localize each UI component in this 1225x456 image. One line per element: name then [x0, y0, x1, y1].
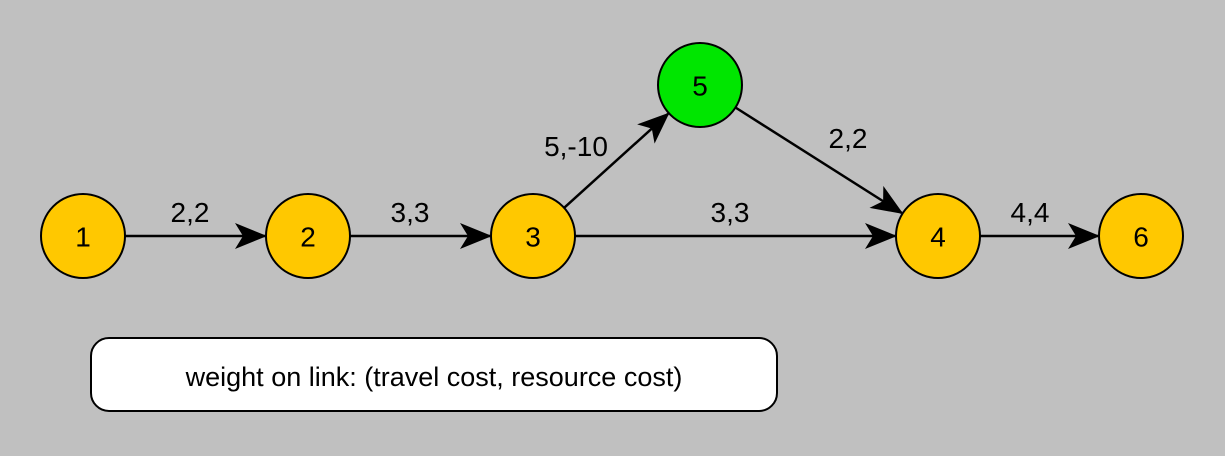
node-circle-2	[265, 193, 351, 279]
node-label-2: 2	[300, 222, 316, 253]
node-2: 2	[265, 193, 351, 279]
legend-box	[90, 337, 778, 412]
edge-label-3-5: 5,-10	[544, 131, 608, 162]
node-6: 6	[1098, 193, 1184, 279]
edge-label-2-3: 3,3	[391, 197, 430, 228]
legend: weight on link: (travel cost, resource c…	[90, 337, 778, 412]
node-circle-6	[1098, 193, 1184, 279]
edge-label-4-6: 4,4	[1011, 197, 1050, 228]
node-circle-3	[490, 193, 576, 279]
node-label-6: 6	[1133, 222, 1149, 253]
node-1: 1	[40, 193, 126, 279]
node-label-1: 1	[75, 222, 91, 253]
edges-layer: 2,2 3,3 5,-10 3,3 2,2 4,4	[125, 106, 1100, 249]
node-label-5: 5	[692, 71, 708, 102]
edge-3-5	[563, 112, 670, 209]
edge-label-3-4: 3,3	[711, 197, 750, 228]
node-circle-1	[40, 193, 126, 279]
nodes-layer: 1 2 3 5 4 6	[40, 42, 1184, 279]
node-3: 3	[490, 193, 576, 279]
edge-5-4	[734, 106, 904, 215]
node-5: 5	[657, 42, 743, 128]
edge-label-5-4: 2,2	[829, 123, 868, 154]
node-circle-4	[895, 193, 981, 279]
legend-text: weight on link: (travel cost, resource c…	[185, 362, 683, 392]
node-circle-5	[657, 42, 743, 128]
node-label-3: 3	[525, 222, 541, 253]
edge-label-1-2: 2,2	[171, 197, 210, 228]
node-label-4: 4	[930, 222, 946, 253]
node-4: 4	[895, 193, 981, 279]
